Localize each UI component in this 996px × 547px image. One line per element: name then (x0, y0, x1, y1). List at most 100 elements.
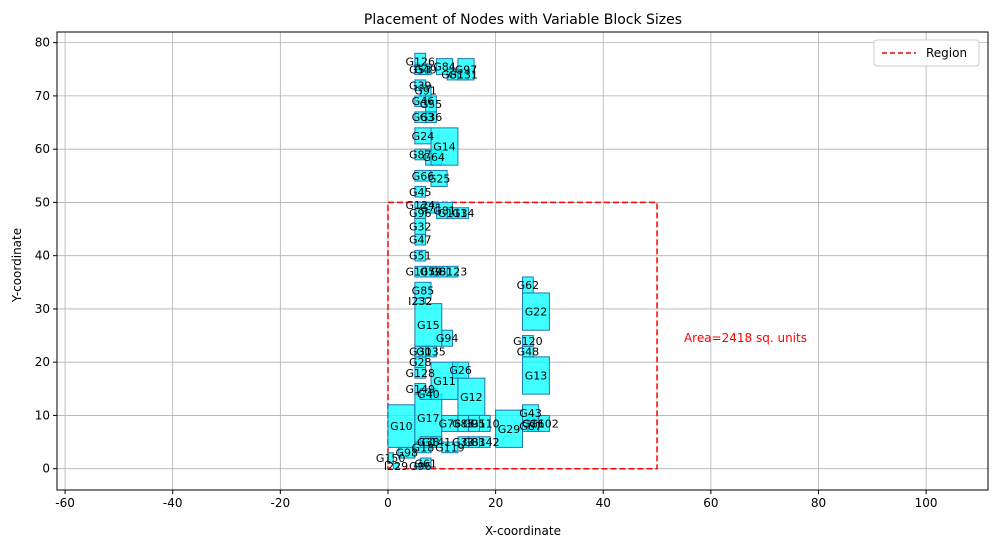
node-label: G97 (455, 63, 478, 76)
node-block (414, 393, 443, 443)
node-label: I229 (384, 460, 408, 473)
node-label: G85 (452, 417, 475, 430)
node-label: G28 (409, 356, 432, 369)
y-tick-label: 30 (35, 302, 50, 316)
node-label: G83 (463, 436, 486, 449)
node-block (414, 185, 427, 198)
node-label: G87 (409, 148, 432, 161)
x-tick-label: 40 (596, 496, 611, 510)
area-annotation: Area=2418 sq. units (684, 331, 807, 345)
node-label: G62 (517, 279, 540, 292)
node-block (452, 361, 470, 379)
node-label: G16 (522, 417, 545, 430)
node-label: G39 (409, 79, 432, 92)
node-block (522, 335, 534, 347)
y-tick-label: 70 (35, 89, 50, 103)
node-label: G95 (463, 417, 486, 430)
node-label: G91 (414, 85, 437, 98)
node-label: G38 (417, 436, 440, 449)
x-tick-label: -40 (163, 496, 183, 510)
node-label: G49 (414, 63, 437, 76)
node-block (430, 361, 459, 400)
node-label: G107 (405, 266, 435, 279)
node-block (414, 127, 432, 145)
node-label: G149 (405, 383, 435, 396)
node-label: G128 (405, 367, 435, 380)
node-label: G126 (405, 55, 435, 68)
node-block (522, 292, 550, 331)
node-label: G33 (452, 436, 475, 449)
node-label: G14 (433, 141, 456, 154)
node-label: G135 (416, 346, 446, 359)
node-label: G40 (417, 388, 440, 401)
x-tick-label: 0 (384, 496, 392, 510)
node-block (457, 207, 470, 219)
node-block (522, 404, 540, 422)
node-block (430, 169, 448, 187)
nodes (387, 52, 550, 470)
node-label: G102 (529, 417, 559, 430)
node-label: G12 (460, 391, 483, 404)
node-label: G29 (498, 423, 521, 436)
node-labels: I229G150G98G18G96G61G10G17G38G141G119G76… (376, 55, 559, 473)
y-axis: 0 10 20 30 40 50 60 70 80 (35, 36, 57, 476)
node-label: G64 (422, 151, 445, 164)
node-label: G71 (420, 202, 443, 215)
node-label: G17 (417, 412, 440, 425)
node-label: G36 (420, 111, 443, 124)
x-tick-label: -20 (271, 496, 291, 510)
y-tick-label: 10 (35, 408, 50, 422)
node-label: G150 (376, 452, 406, 465)
node-block (457, 377, 486, 416)
x-tick-label: -60 (55, 496, 75, 510)
x-tick-label: 20 (488, 496, 503, 510)
node-label: G110 (470, 417, 500, 430)
legend-box (873, 39, 980, 67)
node-label: G76 (439, 417, 462, 430)
y-tick-label: 0 (42, 462, 50, 476)
y-tick-label: 20 (35, 355, 50, 369)
node-label: G119 (435, 441, 465, 454)
node-label: G142 (470, 436, 500, 449)
node-label: G45 (409, 186, 432, 199)
x-tick-label: 80 (811, 496, 826, 510)
node-label: G22 (525, 306, 548, 319)
node-label: G53 (409, 63, 432, 76)
node-block (522, 356, 550, 395)
x-axis-label: X-coordinate (485, 524, 561, 538)
node-label: G59 (420, 266, 443, 279)
x-axis: -60 -40 -20 0 20 40 60 80 100 (55, 490, 938, 510)
x-tick-label: 60 (703, 496, 718, 510)
node-label: G46 (412, 95, 435, 108)
node-label: G96 (409, 460, 432, 473)
node-label: G32 (409, 220, 432, 233)
node-block (414, 303, 443, 347)
node-label: G43 (519, 407, 542, 420)
node-block (430, 127, 459, 166)
node-block (392, 462, 400, 470)
node-label: G85 (412, 284, 435, 297)
y-axis-label: Y-coordinate (10, 228, 24, 303)
legend-region-label: Region (926, 46, 967, 60)
node-block (522, 276, 534, 294)
node-label: G24 (412, 130, 435, 143)
node-block (478, 436, 491, 448)
node-label: G81 (431, 266, 454, 279)
node-block (419, 457, 432, 470)
node-block (446, 265, 459, 278)
node-label: G120 (513, 335, 543, 348)
node-label: G30 (409, 346, 432, 359)
node-label: G84 (433, 61, 456, 74)
node-block (414, 52, 427, 70)
node-label: G123 (438, 266, 468, 279)
node-label: G34 (452, 207, 475, 220)
node-block (457, 58, 475, 81)
node-label: G55 (420, 98, 443, 111)
node-label: G26 (449, 364, 472, 377)
node-label: G87 (519, 420, 542, 433)
node-block (419, 84, 432, 97)
node-label: G81 (441, 69, 464, 82)
node-label: G10 (390, 420, 413, 433)
region-rect (387, 201, 658, 470)
